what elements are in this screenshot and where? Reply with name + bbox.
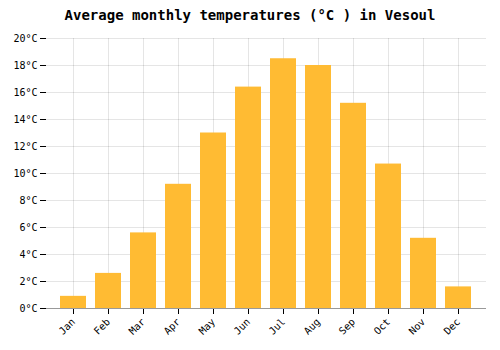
svg-text:2°C: 2°C xyxy=(19,276,37,287)
svg-text:14°C: 14°C xyxy=(13,114,37,125)
svg-text:Sep: Sep xyxy=(337,316,358,337)
svg-text:Feb: Feb xyxy=(92,316,113,337)
svg-text:Jul: Jul xyxy=(267,316,288,337)
svg-text:0°C: 0°C xyxy=(19,303,37,314)
svg-text:Oct: Oct xyxy=(372,316,393,337)
html-text:Average monthly temperatures (: Average monthly temperatures (°C ) in Ve… xyxy=(64,7,436,23)
svg-text:Mar: Mar xyxy=(127,316,148,337)
svg-text:Jun: Jun xyxy=(232,316,253,337)
svg-text:May: May xyxy=(197,316,218,337)
svg-text:Nov: Nov xyxy=(407,316,428,337)
svg-text:10°C: 10°C xyxy=(13,168,37,179)
svg-text:Jan: Jan xyxy=(57,316,78,337)
svg-text:12°C: 12°C xyxy=(13,141,37,152)
svg-text:Dec: Dec xyxy=(442,316,463,337)
svg-text:18°C: 18°C xyxy=(13,60,37,71)
svg-text:16°C: 16°C xyxy=(13,87,37,98)
svg-text:6°C: 6°C xyxy=(19,222,37,233)
svg-text:Aug: Aug xyxy=(302,316,323,337)
svg-text:Apr: Apr xyxy=(162,316,183,337)
svg-text:8°C: 8°C xyxy=(19,195,37,206)
svg-text:20°C: 20°C xyxy=(13,33,37,44)
svg-text:4°C: 4°C xyxy=(19,249,37,260)
